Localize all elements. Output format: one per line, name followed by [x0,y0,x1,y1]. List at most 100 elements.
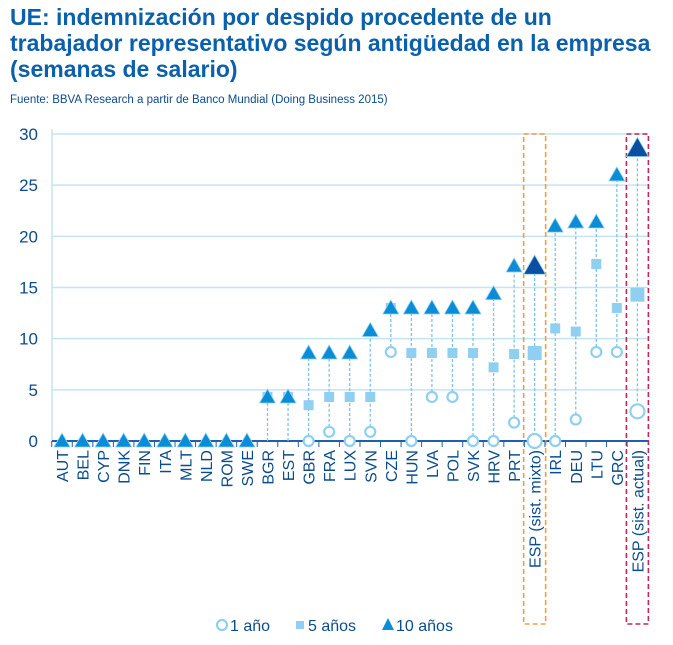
point-1-year [425,390,438,404]
x-tick-label: CZE [384,450,401,482]
y-tick-label: 30 [19,125,38,144]
point-1-year [590,345,603,359]
point-1-year [323,425,336,438]
legend-label: 5 años [308,618,356,635]
point-5-years [447,347,458,358]
point-10-years [135,432,153,448]
point-5-years [406,347,417,358]
point-10-years [114,432,133,448]
point-1-year [610,345,623,359]
legend-marker-square [296,621,304,629]
x-tick-label: HUN [404,450,421,485]
point-10-years [53,432,71,448]
point-1-year [343,434,356,448]
legend-label: 1 año [230,618,270,635]
point-10-years [258,388,277,404]
point-10-years [522,254,547,275]
chart-title: UE: indemnización por despido procedente… [10,4,651,82]
x-tick-label: PRT [507,450,524,482]
point-5-years [365,391,376,402]
x-tick-label: NLD [199,450,216,482]
point-10-years [197,432,215,448]
x-tick-label: GRC [610,450,627,486]
point-10-years [361,321,379,337]
x-tick-label: MLT [178,450,195,481]
x-tick-label: POL [445,450,462,482]
x-tick-label: ITA [158,450,175,474]
y-tick-label: 20 [19,227,38,246]
x-tick-label: ESP (sist. actual) [630,450,647,572]
x-tick-label: EST [281,450,298,481]
point-1-year [507,416,521,429]
x-tick-label: BEL [76,450,93,480]
point-10-years [176,432,194,448]
point-1-year [569,413,582,426]
x-tick-label: LTU [589,450,606,479]
point-10-years [464,299,482,315]
x-tick-label: GBR [302,450,319,485]
point-10-years [341,344,359,360]
x-tick-label: SVN [363,450,380,483]
y-tick-label: 10 [19,330,38,349]
point-1-year [466,434,480,448]
x-tick-label: SWE [240,450,257,486]
x-tick-label: ESP (sist. mixto) [528,450,545,568]
y-tick-label: 25 [19,176,38,195]
point-10-years [443,299,462,315]
point-1-year [446,390,459,404]
x-tick-label: SVK [466,450,483,482]
x-tick-label: ROM [219,450,236,487]
point-5-years [303,400,314,411]
x-tick-label: LVA [425,450,442,478]
point-5-years [324,391,335,402]
point-10-years [73,432,92,448]
point-10-years [320,344,338,360]
point-10-years [625,136,650,157]
point-5-years [570,326,581,337]
point-5-years [591,258,602,269]
point-1-year [629,403,646,420]
x-tick-label: DNK [117,450,134,484]
legend-marker-circle [215,618,229,632]
point-10-years [217,432,236,448]
x-tick-label: CYP [96,450,113,483]
x-tick-label: FRA [322,450,339,482]
point-5-years [611,302,622,313]
point-10-years [238,432,256,448]
x-tick-label: BGR [261,450,278,485]
point-1-year [487,434,500,448]
point-10-years [505,257,523,273]
point-10-years [94,432,112,448]
point-10-years [567,213,585,229]
point-1-year [549,434,562,448]
point-1-year [302,434,315,448]
x-tick-label: AUT [55,450,72,482]
point-10-years [423,299,441,315]
x-tick-label: LUX [343,450,360,481]
highlight-box [522,133,547,625]
point-5-years [426,347,437,358]
y-tick-label: 5 [29,381,38,400]
legend-label: 10 años [396,618,453,635]
point-5-years [509,349,520,360]
point-5-years [630,287,645,302]
y-tick-label: 0 [29,432,38,451]
x-tick-label: FIN [137,450,154,476]
point-1-year [384,345,397,359]
point-10-years [484,284,503,301]
point-10-years [546,217,564,233]
x-tick-label: IRL [548,450,565,475]
point-5-years [468,347,478,358]
point-5-years [344,391,355,402]
point-10-years [279,388,297,404]
point-5-years [488,362,499,373]
highlight-box [625,133,650,625]
point-10-years [608,166,626,182]
point-10-years [402,299,421,315]
x-tick-label: HRV [487,450,504,484]
x-tick-label: DEU [569,450,586,484]
point-1-year [364,425,377,438]
point-5-years [527,345,542,360]
point-1-year [526,432,543,450]
